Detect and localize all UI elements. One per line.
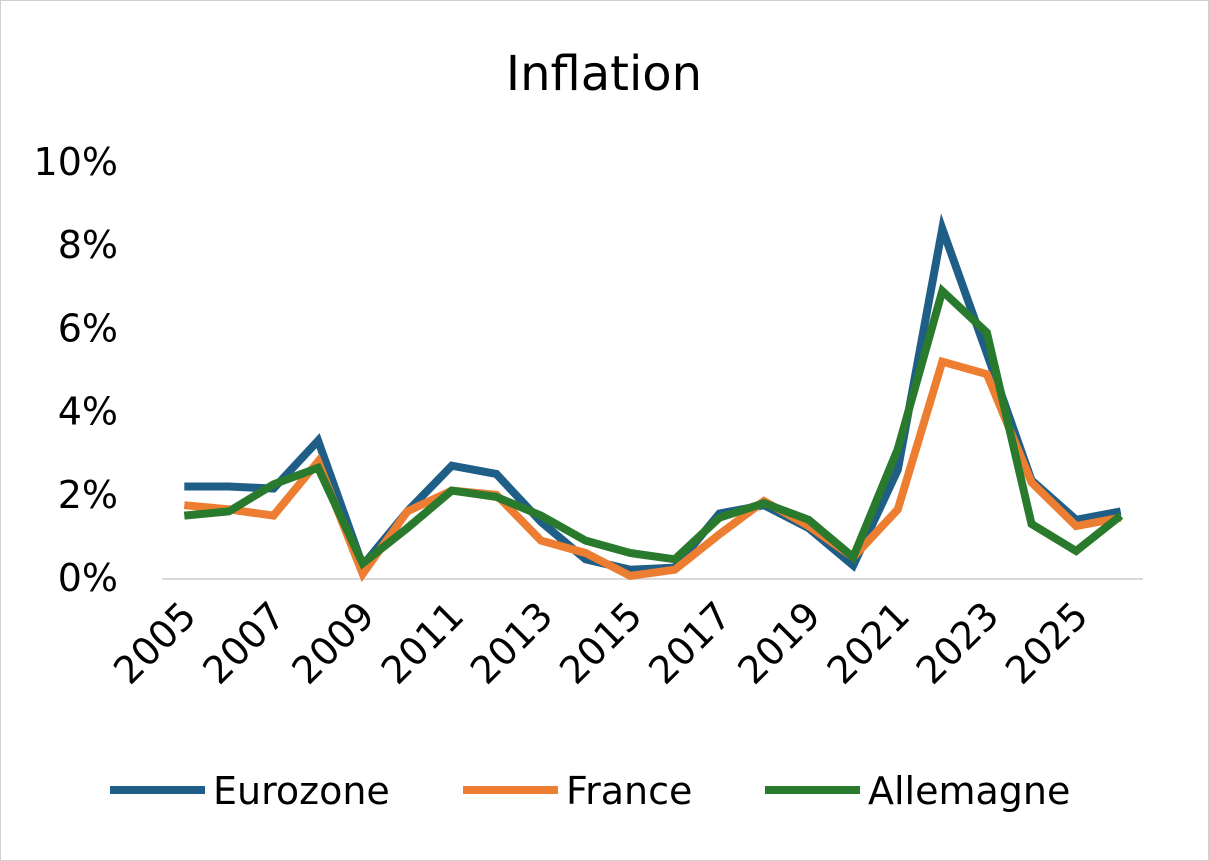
legend: Eurozone France Allemagne <box>110 769 1070 813</box>
legend-label-eurozone: Eurozone <box>213 769 390 813</box>
x-tick-label: 2011 <box>373 593 473 693</box>
x-tick-label: 2013 <box>462 593 562 693</box>
x-tick-label: 2005 <box>105 593 205 693</box>
x-tick-label: 2021 <box>819 593 919 693</box>
y-tick-label: 6% <box>58 306 118 350</box>
y-tick-label: 2% <box>58 473 118 517</box>
y-axis-ticks: 0% 2% 4% 6% 8% 10% <box>34 140 118 600</box>
y-tick-label: 10% <box>34 140 118 184</box>
x-tick-label: 2023 <box>908 593 1008 693</box>
x-axis-ticks: 2005200720092011201320152017201920212023… <box>105 593 1096 693</box>
x-tick-label: 2009 <box>284 593 384 693</box>
legend-label-france: France <box>566 769 692 813</box>
x-tick-label: 2017 <box>640 593 740 693</box>
series-lines <box>183 213 1124 583</box>
y-tick-label: 8% <box>58 223 118 267</box>
series-line-france <box>183 356 1122 583</box>
x-tick-label: 2019 <box>729 593 829 693</box>
x-tick-label: 2025 <box>997 593 1097 693</box>
y-tick-label: 0% <box>58 556 118 600</box>
legend-label-allemagne: Allemagne <box>868 769 1070 813</box>
x-tick-label: 2015 <box>551 593 651 693</box>
chart-title: Inflation <box>506 46 702 102</box>
series-line-allemagne <box>183 283 1124 570</box>
series-line-eurozone <box>184 213 1122 574</box>
x-tick-label: 2007 <box>194 593 294 693</box>
y-tick-label: 4% <box>58 390 118 434</box>
